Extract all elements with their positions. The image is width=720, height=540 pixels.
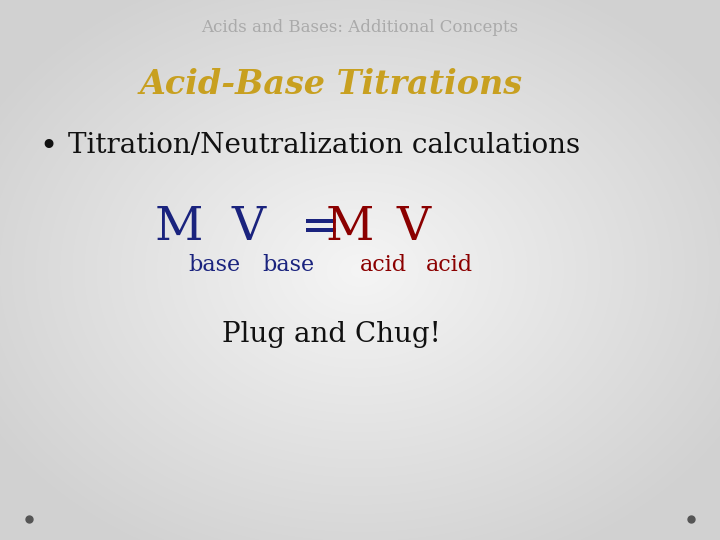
Text: •: • — [40, 132, 58, 163]
Text: M: M — [325, 205, 374, 251]
Text: acid: acid — [360, 254, 407, 276]
Text: Acid-Base Titrations: Acid-Base Titrations — [140, 68, 523, 100]
Text: Acids and Bases: Additional Concepts: Acids and Bases: Additional Concepts — [202, 19, 518, 36]
Text: Plug and Chug!: Plug and Chug! — [222, 321, 441, 348]
Text: base: base — [262, 254, 314, 276]
Text: M: M — [155, 205, 203, 251]
Text: acid: acid — [426, 254, 472, 276]
Text: Titration/Neutralization calculations: Titration/Neutralization calculations — [68, 132, 580, 159]
Text: V: V — [396, 205, 430, 251]
Text: base: base — [189, 254, 240, 276]
Text: =: = — [301, 205, 341, 251]
Text: V: V — [232, 205, 266, 251]
